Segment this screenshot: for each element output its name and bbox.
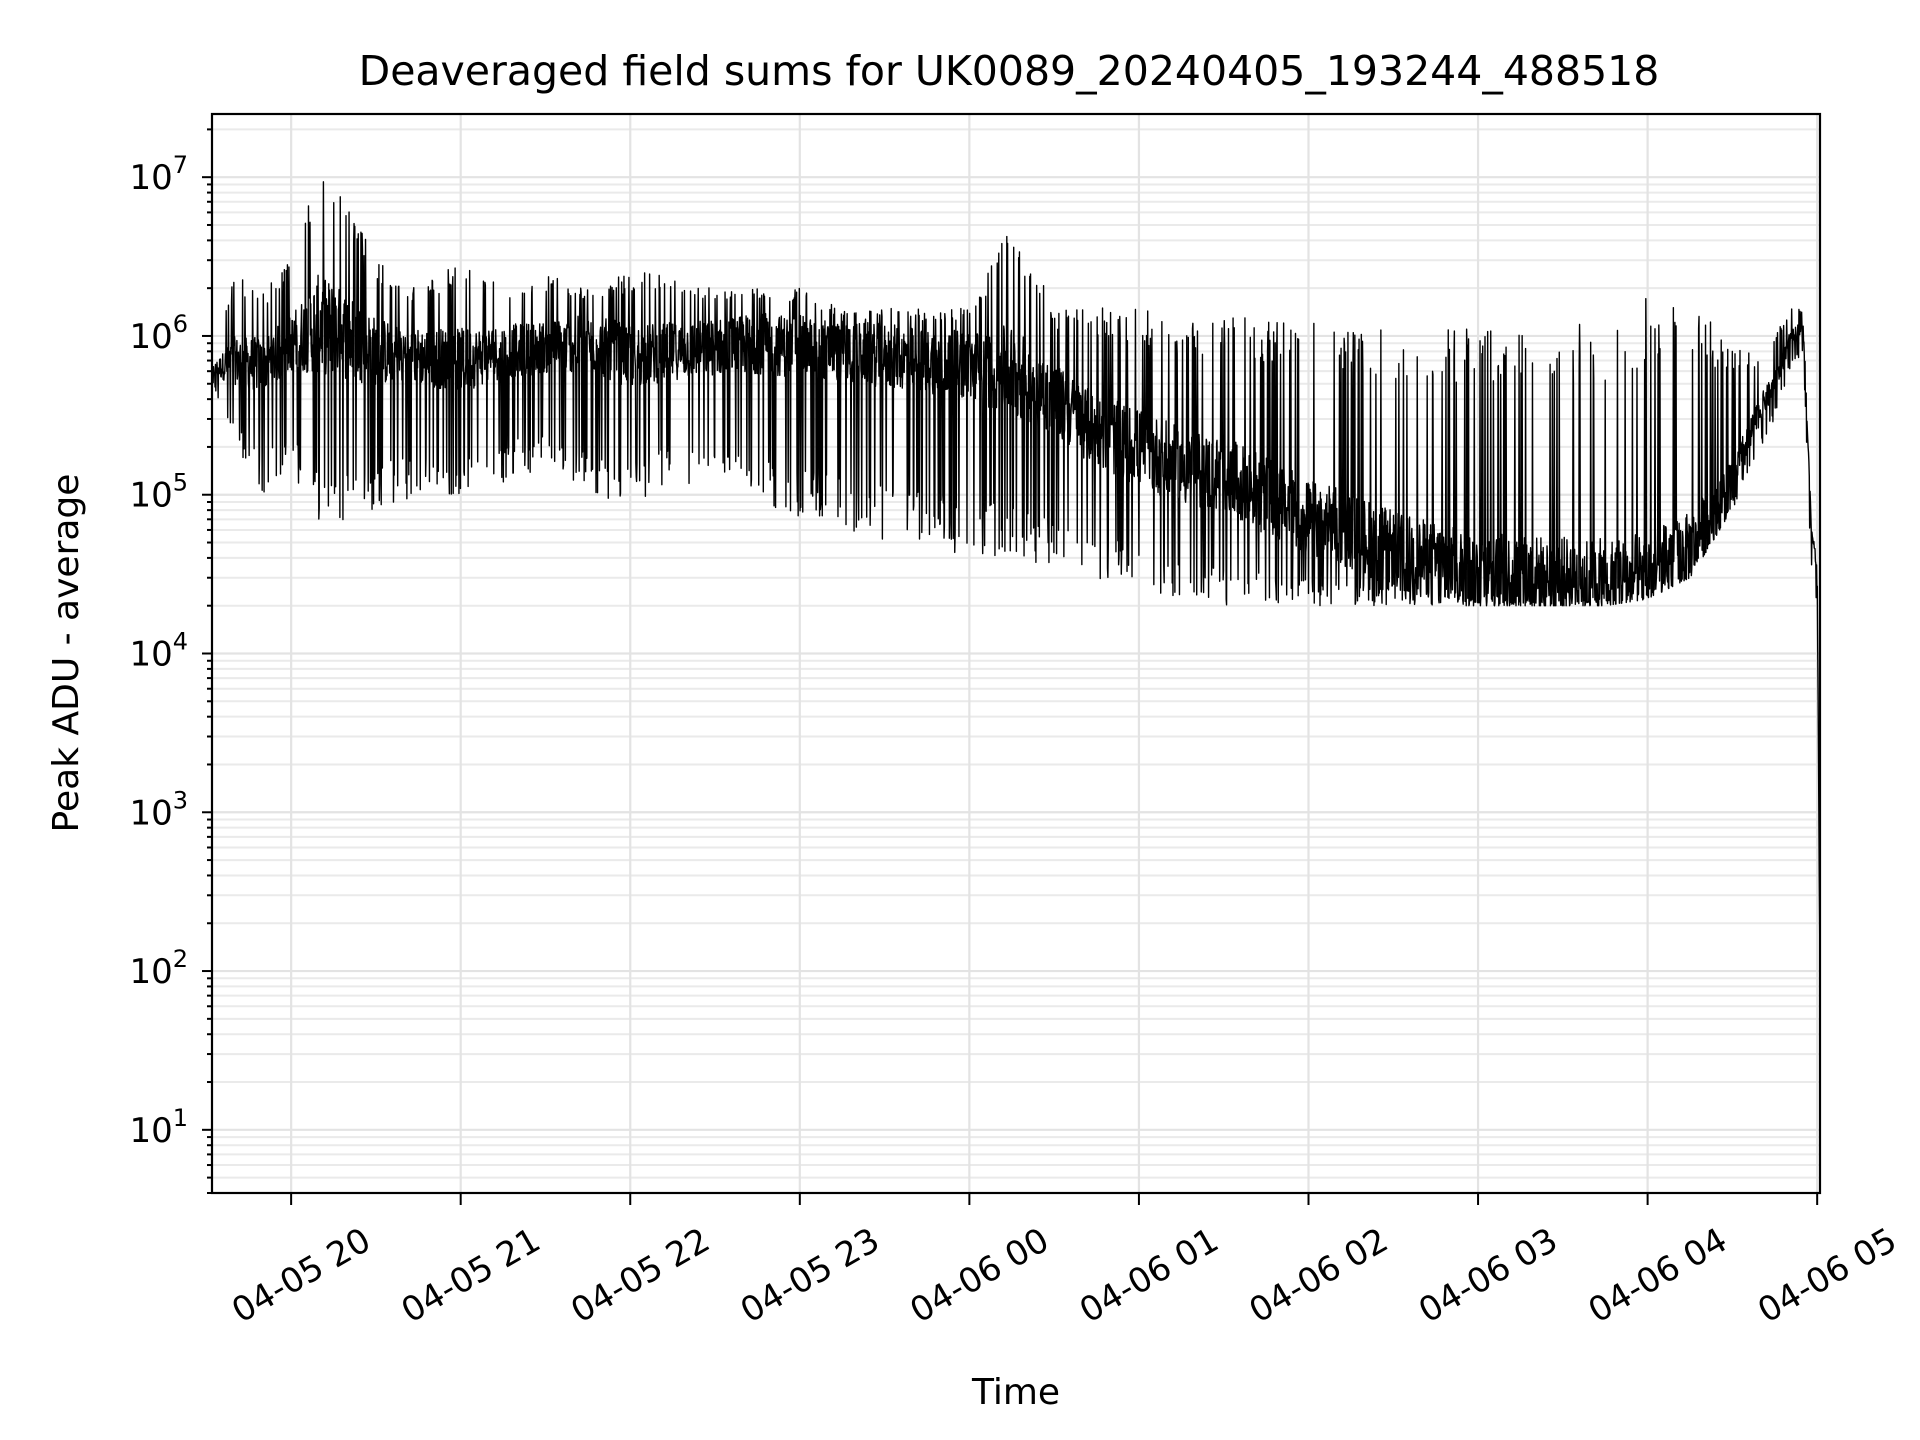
y-tick-label-base: 10 [129, 635, 172, 675]
y-tick-label-base: 10 [129, 158, 172, 198]
x-tick-label: 04-06 01 [1073, 1220, 1225, 1331]
y-tick-label-base: 10 [129, 952, 172, 992]
y-tick-label-base: 10 [129, 317, 172, 357]
x-tick-label: 04-06 04 [1582, 1220, 1734, 1331]
x-tick-label: 04-05 20 [225, 1220, 377, 1331]
y-tick-label: 103 [129, 786, 188, 833]
y-tick-label: 106 [129, 310, 188, 357]
x-tick-label: 04-06 05 [1751, 1220, 1903, 1331]
y-tick-label-exponent: 2 [173, 945, 188, 973]
chart-title: Deaveraged field sums for UK0089_2024040… [359, 47, 1660, 95]
y-tick-label-exponent: 4 [173, 628, 188, 656]
x-tick-label: 04-06 00 [903, 1220, 1055, 1331]
x-tick-label: 04-05 22 [564, 1220, 716, 1331]
y-tick-label-base: 10 [129, 793, 172, 833]
data-series [211, 181, 1821, 979]
y-tick-label: 105 [129, 469, 188, 516]
x-tick-label: 04-05 23 [734, 1220, 886, 1331]
y-tick-label: 101 [129, 1104, 188, 1151]
y-tick-label: 102 [129, 945, 188, 992]
grid [212, 114, 1820, 1194]
y-tick-label-exponent: 1 [173, 1104, 188, 1132]
y-tick-label-base: 10 [129, 1111, 172, 1151]
series-line [211, 181, 1821, 979]
y-tick-label-exponent: 5 [173, 469, 188, 497]
x-axis-label: Time [971, 1372, 1060, 1413]
y-tick-label: 104 [129, 628, 188, 675]
x-tick-label: 04-06 03 [1412, 1220, 1564, 1331]
y-tick-label-exponent: 7 [173, 151, 188, 179]
y-tick-label-exponent: 3 [173, 786, 188, 814]
x-tick-label: 04-06 02 [1243, 1220, 1395, 1331]
y-tick-label: 107 [129, 151, 188, 198]
x-tick-label: 04-05 21 [395, 1220, 547, 1331]
y-tick-label-base: 10 [129, 476, 172, 516]
x-axis: 04-05 20 04-05 21 04-05 22 04-05 23 04-06 00… [225, 1193, 1904, 1331]
y-tick-label-exponent: 6 [173, 310, 188, 338]
y-axis-label: Peak ADU - average [46, 474, 87, 833]
